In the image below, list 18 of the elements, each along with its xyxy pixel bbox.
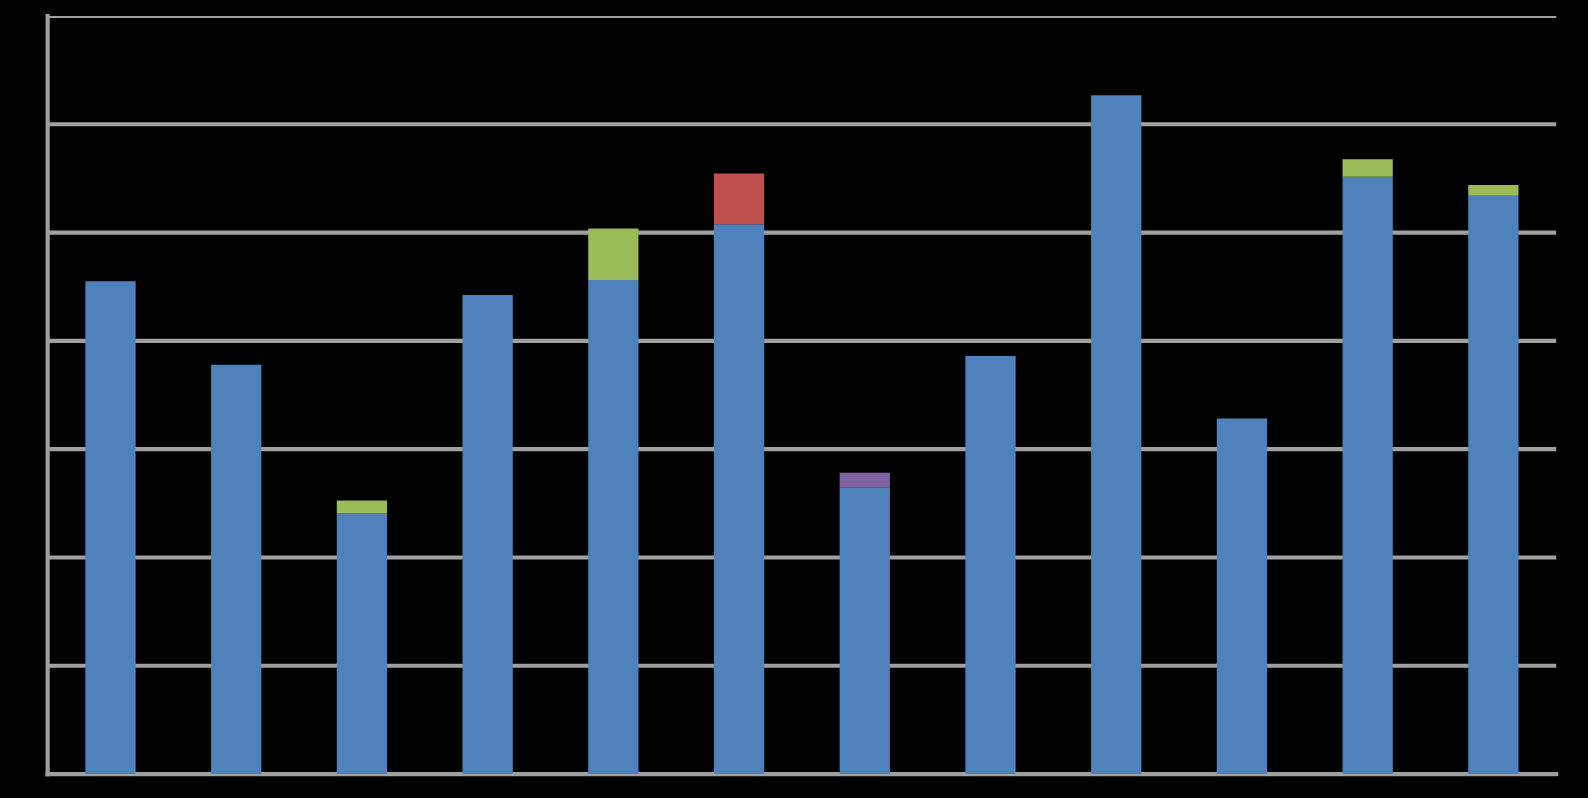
bar — [713, 173, 765, 225]
bar — [1342, 176, 1393, 775]
bar — [1468, 184, 1519, 196]
bar — [1468, 195, 1519, 775]
bar — [211, 364, 262, 775]
bar — [713, 224, 765, 775]
bar — [839, 487, 890, 775]
bar — [1216, 418, 1268, 775]
bar — [336, 500, 388, 514]
bar — [85, 281, 136, 775]
bar — [462, 294, 513, 775]
bar — [839, 472, 890, 488]
bar — [588, 228, 639, 280]
bar — [588, 279, 639, 775]
bar — [1091, 95, 1142, 775]
bar — [1342, 159, 1393, 177]
bar — [336, 513, 388, 775]
bar — [965, 355, 1016, 775]
